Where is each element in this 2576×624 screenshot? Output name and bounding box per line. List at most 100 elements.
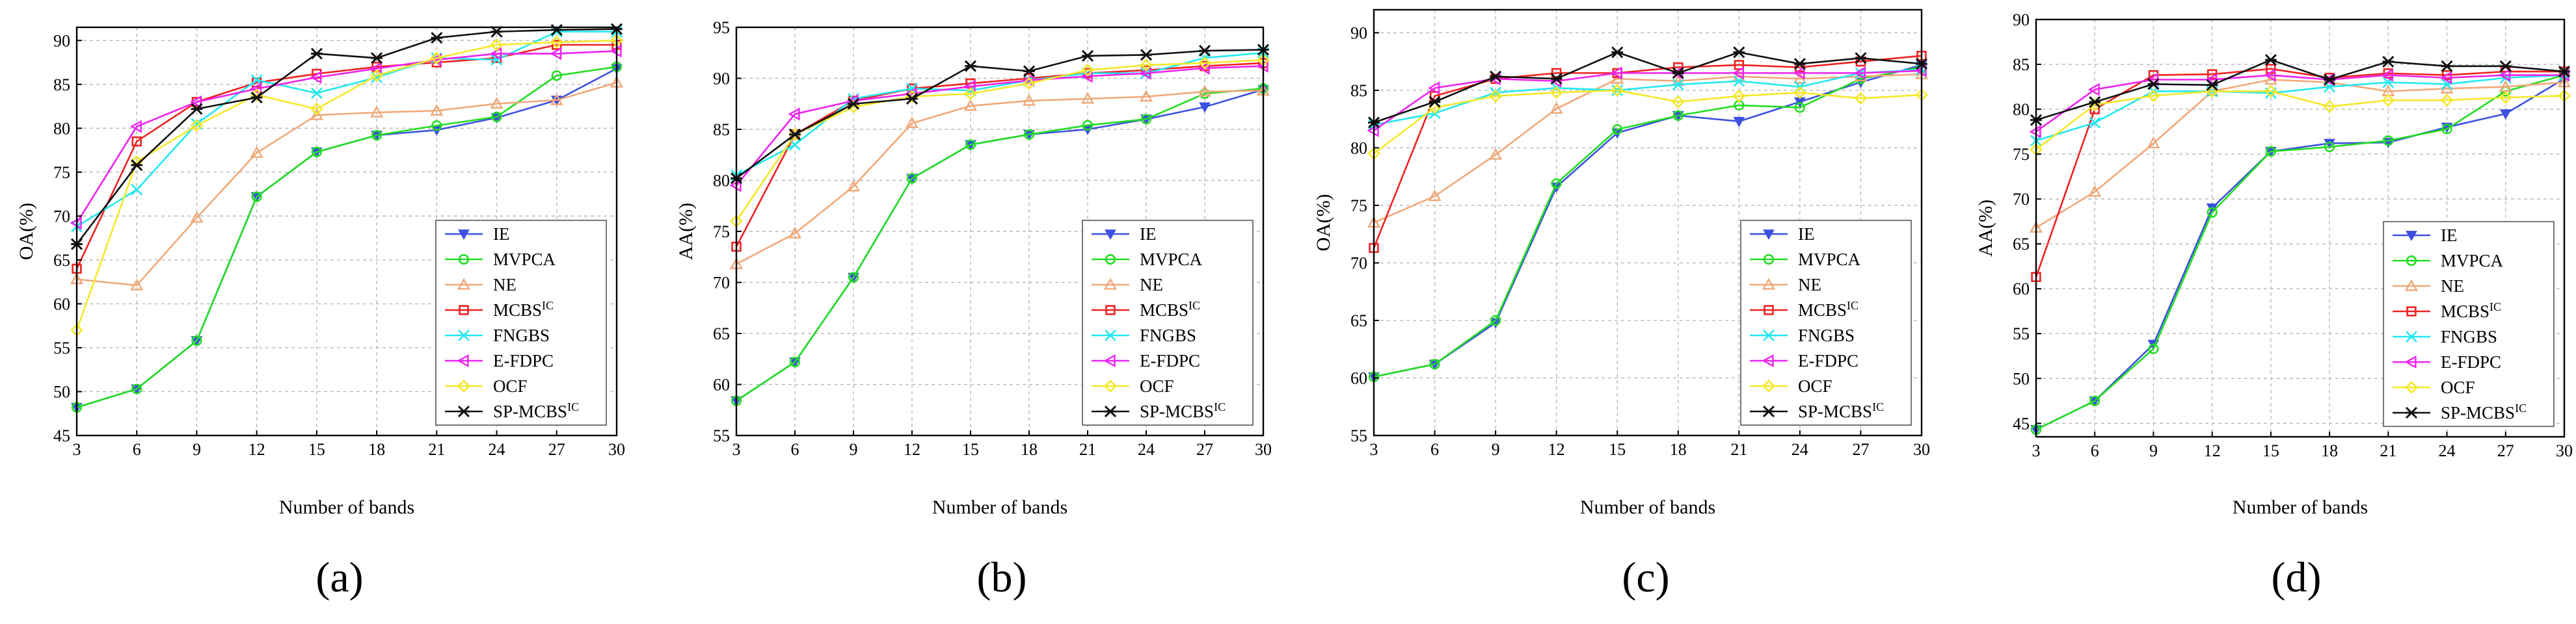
series-line — [76, 31, 617, 228]
data-point — [846, 179, 861, 192]
x-tick-label: 9 — [1492, 440, 1500, 459]
data-point — [964, 60, 977, 72]
legend-marker — [1763, 254, 1775, 265]
data-point — [2499, 80, 2512, 92]
data-point — [191, 103, 203, 115]
series-line — [75, 39, 617, 331]
series-line — [1373, 68, 1922, 126]
data-point — [2089, 116, 2101, 129]
data-point — [550, 36, 563, 49]
y-tick-label: 55 — [713, 426, 730, 445]
legend-item-fngbs: FNGBS — [2393, 327, 2497, 346]
legend-item-fngbs: FNGBS — [445, 326, 550, 345]
y-tick-label: 65 — [53, 251, 70, 270]
series-line — [736, 87, 1264, 402]
data-point — [1672, 79, 1684, 90]
legend-marker — [1762, 405, 1775, 418]
x-tick-label: 21 — [1730, 440, 1747, 459]
data-point — [2383, 135, 2394, 146]
y-tick-label: 85 — [1350, 81, 1367, 100]
legend-marker — [1103, 354, 1116, 368]
legend-marker — [1762, 354, 1774, 368]
data-point — [191, 335, 202, 346]
y-axis-title: AA(%) — [1975, 200, 1996, 257]
y-tick-label: 60 — [2013, 280, 2030, 298]
legend-marker — [1105, 254, 1116, 265]
data-point — [788, 128, 801, 140]
series-line — [2035, 68, 2564, 278]
y-tick-label: 50 — [53, 382, 70, 401]
legend-marker — [2404, 279, 2419, 291]
y-tick-label: 85 — [53, 75, 70, 94]
y-tick-label: 50 — [2013, 369, 2030, 388]
data-point — [1612, 124, 1623, 135]
legend-label: MVPCA — [1798, 250, 1861, 269]
x-tick-label: 9 — [2149, 441, 2158, 460]
legend-item-ne: NE — [1092, 275, 1163, 294]
data-point — [490, 38, 503, 51]
data-point — [2324, 73, 2336, 86]
data-point — [1140, 58, 1153, 72]
data-point — [310, 108, 323, 120]
data-point — [550, 25, 563, 38]
data-point — [965, 139, 976, 150]
series-line — [736, 49, 1264, 179]
data-point — [789, 356, 801, 368]
x-axis-title: Number of bands — [2233, 497, 2368, 518]
legend-label: NE — [493, 275, 517, 294]
data-point — [190, 211, 204, 223]
data-point — [1793, 86, 1806, 99]
x-tick-label: 15 — [308, 440, 325, 459]
legend-marker — [1103, 278, 1118, 290]
series-line — [1373, 66, 1922, 378]
data-point — [1551, 68, 1562, 79]
data-point — [1793, 66, 1805, 80]
data-point — [2499, 60, 2512, 72]
legend-label: SP-MCBSIC — [1140, 400, 1226, 421]
legend-label-superscript: IC — [1872, 400, 1884, 413]
data-point — [430, 103, 444, 116]
data-point — [963, 99, 978, 111]
x-tick-label: 21 — [2380, 441, 2396, 460]
data-point — [1139, 90, 1153, 102]
y-tick-label: 45 — [53, 426, 70, 445]
legend-marker — [1105, 330, 1116, 341]
data-point — [848, 272, 859, 283]
data-point — [906, 92, 919, 105]
data-point — [131, 136, 142, 147]
y-tick-label: 65 — [713, 324, 730, 343]
data-point — [788, 107, 800, 121]
legend-item-ocf: OCF — [1092, 376, 1174, 396]
legend-label: IE — [1798, 224, 1814, 244]
legend-label: E-FDPC — [1798, 351, 1858, 370]
series-line — [1373, 89, 1922, 155]
legend-marker — [458, 330, 470, 341]
series-line — [75, 50, 617, 224]
x-tick-label: 30 — [2556, 441, 2573, 460]
x-tick-label: 3 — [1370, 440, 1378, 459]
x-tick-label: 9 — [850, 440, 858, 459]
legend-marker — [459, 305, 469, 315]
data-point — [1429, 96, 1441, 108]
data-point — [490, 25, 503, 38]
legend-label-superscript: IC — [567, 400, 579, 413]
data-point — [1672, 67, 1684, 79]
x-tick-label: 15 — [1609, 440, 1626, 459]
series-e-fdpc — [70, 44, 622, 230]
x-tick-label: 3 — [2032, 441, 2041, 460]
x-tick-label: 24 — [1791, 440, 1808, 459]
data-point — [370, 105, 384, 118]
x-tick-label: 12 — [2204, 441, 2221, 460]
y-tick-label: 55 — [53, 339, 70, 358]
data-point — [2087, 83, 2100, 96]
data-point — [131, 183, 143, 196]
legend-item-sp-mcbs: SP-MCBSIC — [1750, 400, 1884, 421]
data-point — [2089, 395, 2100, 406]
x-tick-label: 21 — [428, 440, 445, 459]
legend-marker — [2406, 306, 2417, 317]
y-tick-label: 75 — [53, 163, 70, 182]
data-point — [189, 95, 202, 109]
data-point — [490, 47, 502, 60]
series-line — [2035, 78, 2565, 431]
